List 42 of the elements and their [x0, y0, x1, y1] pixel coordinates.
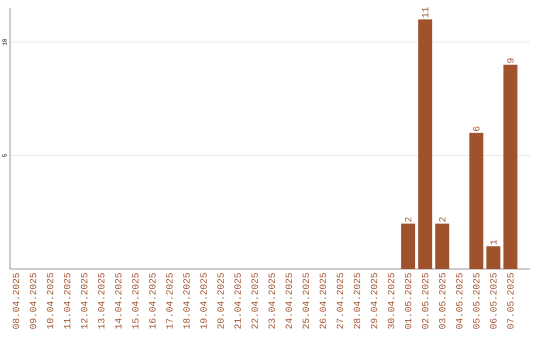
x-tick-label: 02.05.2025	[422, 273, 428, 329]
x-tick-label: 27.04.2025	[336, 273, 344, 329]
data-label: 2	[404, 217, 412, 222]
data-label: 6	[473, 126, 480, 131]
x-tick-label: 10.04.2025	[46, 273, 54, 329]
x-tick-label: 24.04.2025	[286, 273, 292, 329]
x-tick-label: 29.04.2025	[370, 273, 378, 329]
x-tick-label: 14.04.2025	[115, 273, 122, 329]
x-tick-label: 15.04.2025	[132, 273, 139, 329]
x-tick-label: 16.04.2025	[149, 273, 156, 329]
data-label: 1	[490, 240, 496, 244]
x-tick-label: 17.04.2025	[166, 273, 173, 329]
x-tick-label: 11.04.2025	[64, 273, 70, 329]
x-tick-label: 05.05.2025	[473, 273, 480, 329]
x-tick-label: 08.04.2025	[12, 273, 20, 329]
x-tick-label: 18.04.2025	[183, 273, 190, 329]
bar	[401, 224, 416, 269]
x-tick-label: 21.04.2025	[234, 273, 241, 329]
bar	[469, 132, 484, 269]
bar	[435, 224, 450, 269]
x-tick-label: 23.04.2025	[268, 273, 275, 329]
x-tick-label: 22.04.2025	[251, 273, 258, 329]
bar	[418, 19, 432, 269]
bar	[503, 64, 518, 269]
x-tick-label: 09.04.2025	[30, 273, 36, 329]
x-tick-label: 30.04.2025	[388, 273, 394, 329]
bar	[486, 246, 500, 269]
data-label: 11	[422, 7, 428, 18]
x-tick-label: 07.05.2025	[507, 273, 514, 329]
x-tick-label: 13.04.2025	[98, 273, 104, 329]
x-tick-label: 12.04.2025	[80, 273, 88, 329]
data-label: 2	[439, 217, 446, 222]
x-tick-label: 06.05.2025	[490, 273, 497, 329]
x-tick-label: 01.05.2025	[404, 273, 412, 329]
x-tick-label: 25.04.2025	[302, 273, 310, 329]
x-tick-label: 26.04.2025	[320, 273, 326, 329]
data-label: 9	[507, 58, 514, 63]
x-tick-label: 20.04.2025	[217, 273, 224, 329]
x-tick-label: 03.05.2025	[438, 273, 446, 329]
x-tick-label: 04.05.2025	[456, 273, 462, 329]
x-tick-label: 28.04.2025	[354, 273, 360, 329]
x-tick-label: 19.04.2025	[200, 273, 207, 329]
